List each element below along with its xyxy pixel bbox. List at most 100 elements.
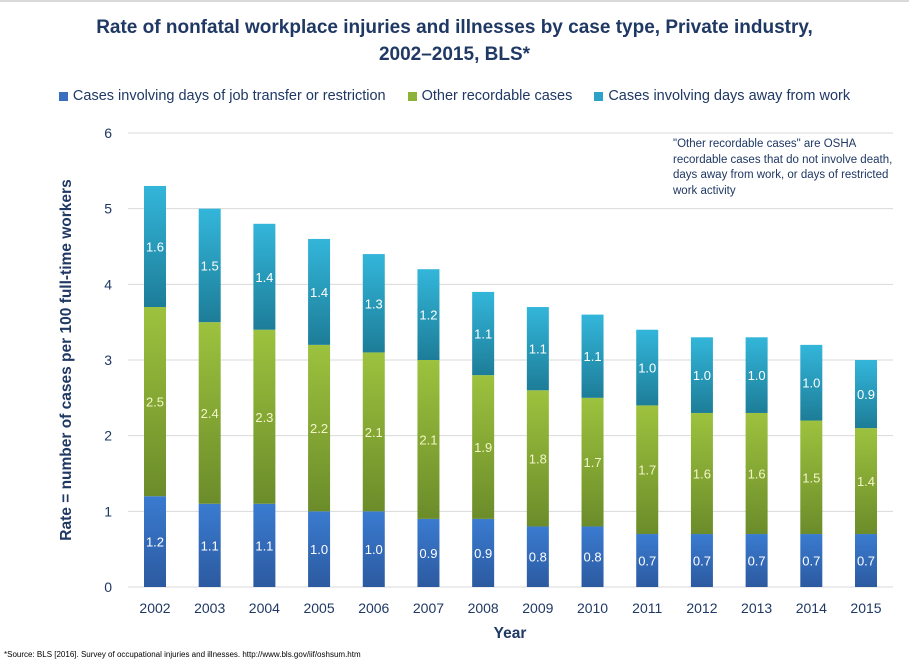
data-label: 0.7 [857,554,875,569]
bars: 1.2 2.5 1.6 1.1 2.4 1.5 1.1 2.3 1.4 1.0 2.2 1.4 1.0 2… [144,185,877,587]
data-label: 2.4 [201,406,219,421]
data-label: 0.7 [802,554,820,569]
bar-segment [472,375,495,519]
data-label: 1.6 [146,240,164,255]
data-label: 1.0 [365,542,383,557]
bar-segment [144,185,166,308]
data-label: 1.0 [748,368,766,383]
bar-segment [690,534,713,587]
data-label: 1.3 [365,296,383,311]
data-label: 2.5 [146,395,164,410]
data-label: 0.8 [529,550,547,565]
chart-title-line2: 2002–2015, BLS* [378,44,531,65]
chart-title: Rate of nonfatal workplace injuries and … [0,14,909,68]
x-tick-label: 2010 [577,600,608,616]
data-label: 1.1 [474,327,492,342]
bar-segment [472,518,495,587]
bar-group-2008: 0.9 1.9 1.1 [472,291,495,587]
bar-segment [690,337,713,413]
x-axis-title: Year [494,625,527,642]
data-label: 0.9 [474,546,492,561]
data-label: 1.6 [748,467,766,482]
x-tick-label: 2002 [139,600,170,616]
bar-group-2007: 0.9 2.1 1.2 [417,269,440,587]
bar-segment [198,208,221,323]
data-label: 0.7 [638,554,656,569]
bar-segment [745,412,768,535]
bar-segment [855,534,877,587]
data-label: 0.9 [419,546,437,561]
data-label: 1.7 [638,463,656,478]
y-axis-ticks: 0 1 2 3 4 5 6 [104,125,112,595]
bar-segment [472,291,495,376]
bar-segment [800,344,823,421]
bar-segment [855,360,877,429]
legend-label-away: Cases involving days away from work [608,88,851,104]
legend-swatch-transfer [58,91,68,101]
bar-segment [253,503,276,587]
data-label: 1.6 [693,467,711,482]
legend-item-other: Other recordable cases [407,88,572,104]
bar-segment [308,344,331,512]
x-tick-label: 2005 [303,600,334,616]
y-tick-label: 2 [104,428,112,444]
data-label: 0.9 [857,387,875,402]
bar-segment [636,534,659,587]
bar-segment [581,397,604,527]
data-label: 0.8 [583,550,601,565]
data-label: 1.9 [474,440,492,455]
y-tick-label: 4 [104,276,112,292]
data-label: 1.1 [529,342,547,357]
y-axis-title: Rate = number of cases per 100 full-time… [58,179,75,540]
x-tick-label: 2015 [850,600,881,616]
data-label: 1.1 [201,538,219,553]
bar-group-2004: 1.1 2.3 1.4 [253,223,276,587]
y-tick-label: 0 [104,579,112,595]
bar-segment [417,518,440,587]
bar-segment [198,322,221,504]
top-border [0,0,909,2]
bar-segment [745,534,768,587]
y-tick-label: 1 [104,503,112,519]
bar-segment [144,496,166,587]
legend: Cases involving days of job transfer or … [0,88,909,104]
x-tick-label: 2011 [632,600,662,616]
bar-segment [581,314,604,398]
data-label: 1.4 [310,285,328,300]
bar-segment [690,412,713,535]
gridlines [128,132,893,588]
y-tick-label: 5 [104,201,112,217]
bar-group-2005: 1.0 2.2 1.4 [308,238,331,587]
data-label: 1.4 [255,270,273,285]
data-label: 1.0 [638,361,656,376]
bar-group-2013: 0.7 1.6 1.0 [745,337,768,587]
chart-title-line1: Rate of nonfatal workplace injuries and … [96,17,813,38]
bar-segment [308,511,331,587]
bar-segment [745,337,768,413]
bar-group-2006: 1.0 2.1 1.3 [362,254,385,587]
bar-group-2002: 1.2 2.5 1.6 [144,185,166,587]
y-tick-label: 6 [104,125,112,141]
x-tick-label: 2012 [686,600,717,616]
bar-segment [362,511,385,587]
bar-segment [636,405,659,535]
bar-segment [362,254,385,353]
x-tick-label: 2013 [741,600,772,616]
data-label: 1.8 [529,451,547,466]
data-label: 0.7 [693,554,711,569]
data-label: 2.1 [419,432,437,447]
bar-segment [144,307,166,497]
bar-segment [253,223,276,330]
bar-segment [253,329,276,504]
x-tick-label: 2004 [249,600,280,616]
bar-segment [417,360,440,519]
data-label: 1.5 [802,470,820,485]
bar-group-2011: 0.7 1.7 1.0 [636,329,659,587]
bar-segment [308,238,331,345]
bar-segment [526,526,549,587]
x-tick-label: 2006 [358,600,389,616]
data-label: 2.3 [255,410,273,425]
data-label: 1.7 [583,455,601,470]
bar-group-2003: 1.1 2.4 1.5 [198,208,221,587]
